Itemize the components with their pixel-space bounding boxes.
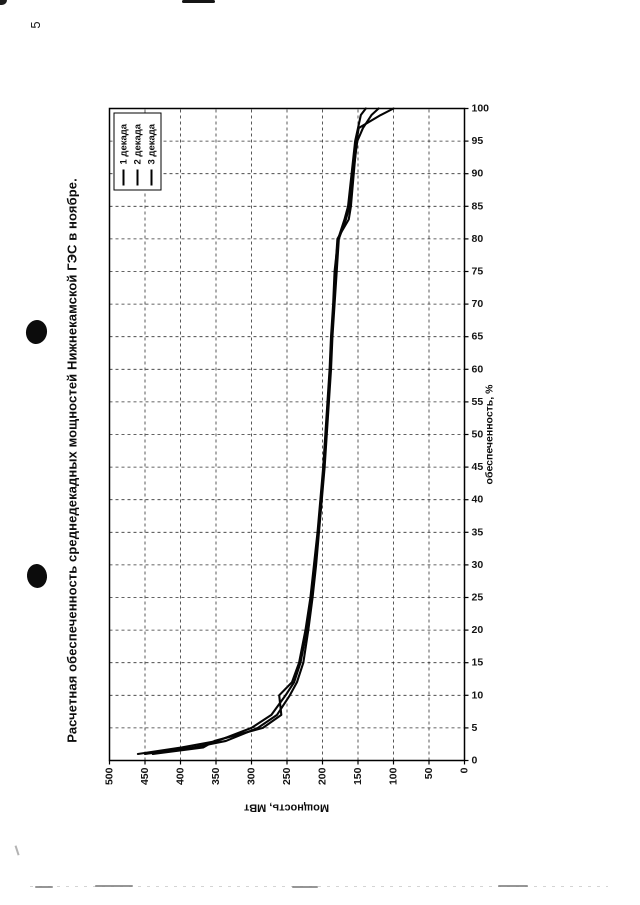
legend-line-sample (150, 169, 153, 186)
legend-item-decade-2: 2 декада (132, 118, 143, 186)
svg-text:5: 5 (472, 722, 478, 734)
legend-item-label: 2 декада (132, 123, 143, 165)
legend-line-sample (136, 169, 139, 186)
scan-artifact-top-edge (182, 0, 215, 3)
svg-text:350: 350 (210, 767, 222, 785)
svg-text:85: 85 (472, 200, 484, 212)
svg-text:90: 90 (472, 168, 484, 180)
svg-text:500: 500 (104, 767, 116, 785)
scan-artifact-dash (292, 886, 318, 888)
svg-text:0: 0 (459, 767, 471, 773)
svg-text:80: 80 (472, 233, 484, 245)
scan-artifact-dash (95, 885, 133, 887)
scan-artifact-dash (35, 886, 53, 888)
legend-item-decade-1: 1 декада (118, 118, 129, 186)
svg-text:100: 100 (472, 103, 490, 115)
svg-text:150: 150 (352, 767, 364, 785)
svg-text:95: 95 (472, 135, 484, 147)
svg-text:100: 100 (388, 767, 400, 785)
scan-artifact-bottom-line (30, 886, 608, 887)
svg-text:50: 50 (423, 767, 435, 779)
svg-text:30: 30 (472, 559, 484, 571)
svg-text:250: 250 (281, 767, 293, 785)
svg-text:20: 20 (472, 624, 484, 636)
availability-chart: Расчетная обеспеченность среднедекадных … (59, 100, 505, 821)
svg-text:75: 75 (472, 266, 484, 278)
svg-text:40: 40 (472, 494, 484, 506)
svg-text:400: 400 (175, 767, 187, 785)
legend-item-label: 1 декада (118, 123, 129, 165)
svg-text:15: 15 (472, 657, 484, 669)
svg-text:300: 300 (246, 767, 258, 785)
svg-text:60: 60 (472, 363, 484, 375)
plot-area: 0 5 10 15 20 25 30 35 40 45 50 55 60 65 70 75 80 85 90 95 10… (104, 103, 490, 786)
svg-text:35: 35 (472, 526, 484, 538)
scan-artifact-smudge (14, 844, 23, 856)
legend-item-decade-3: 3 декада (146, 118, 157, 186)
chart-legend: 1 декада 2 декада 3 декада (113, 112, 162, 191)
svg-text:70: 70 (472, 298, 484, 310)
svg-text:25: 25 (472, 592, 484, 604)
legend-line-sample (122, 169, 125, 186)
svg-text:0: 0 (472, 755, 478, 767)
scan-artifact-dash (498, 885, 528, 887)
svg-text:450: 450 (139, 767, 151, 785)
punch-hole-bottom (25, 563, 49, 589)
punch-hole-top (24, 318, 49, 346)
page-number: 5 (28, 21, 43, 29)
svg-text:50: 50 (472, 429, 484, 441)
svg-text:55: 55 (472, 396, 484, 408)
svg-text:200: 200 (317, 767, 329, 785)
legend-item-label: 3 декада (146, 123, 157, 165)
scan-artifact-corner (0, 0, 7, 5)
svg-text:45: 45 (472, 461, 484, 473)
svg-text:10: 10 (472, 689, 484, 701)
svg-text:65: 65 (472, 331, 484, 343)
